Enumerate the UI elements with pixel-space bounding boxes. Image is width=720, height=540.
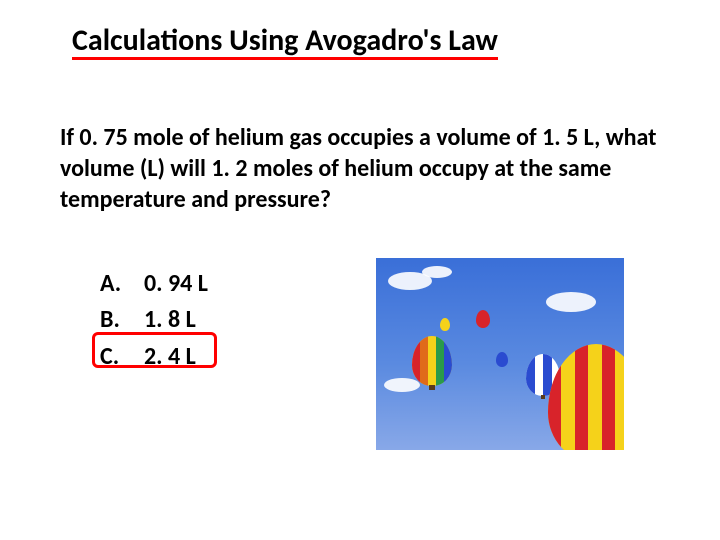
question-text: If 0. 75 mole of helium gas occupies a v… [60, 122, 660, 216]
option-letter: B. [100, 304, 136, 336]
balloon-icon [496, 352, 508, 367]
cloud [546, 292, 596, 312]
balloon-icon [476, 310, 490, 328]
page-title: Calculations Using Avogadro's Law [72, 24, 498, 60]
cloud [422, 266, 452, 278]
balloon-icon [440, 318, 450, 331]
balloon-icon [548, 344, 624, 450]
option-value: 2. 4 L [136, 341, 196, 373]
option-b: B. 1. 8 L [100, 304, 208, 336]
balloon-icon [412, 336, 452, 386]
option-a: A. 0. 94 L [100, 268, 208, 300]
option-letter: C. [100, 341, 136, 373]
answer-options: A. 0. 94 L B. 1. 8 L C. 2. 4 L [100, 268, 208, 377]
option-value: 1. 8 L [136, 304, 196, 336]
option-value: 0. 94 L [136, 268, 208, 300]
option-letter: A. [100, 268, 136, 300]
balloons-image [376, 258, 624, 450]
option-c: C. 2. 4 L [100, 341, 208, 373]
